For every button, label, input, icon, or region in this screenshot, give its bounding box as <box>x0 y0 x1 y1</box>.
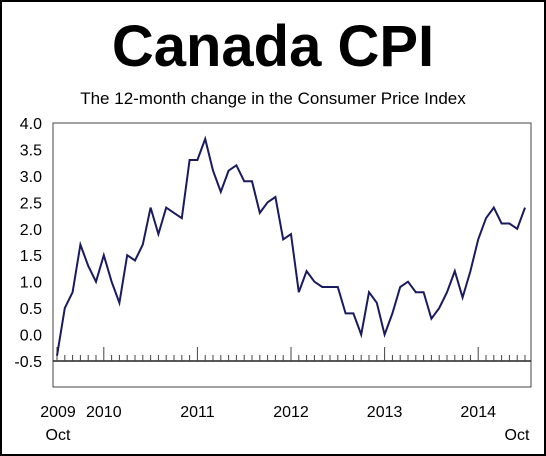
y-axis: 4.0 3.5 3.0 2.5 2.0 1.5 1.0 0.5 0.0 -0.5 <box>14 116 531 371</box>
x-tick-sublabel: Oct <box>505 427 530 444</box>
y-tick-label: 0.0 <box>20 328 42 345</box>
y-tick-label: 1.0 <box>20 275 42 292</box>
y-tick-label: 2.0 <box>20 222 42 239</box>
x-tick-label: 2012 <box>273 404 309 421</box>
y-tick-label: 4.0 <box>20 116 42 133</box>
plot-area-border <box>52 122 532 388</box>
y-tick-label: 1.5 <box>20 248 42 265</box>
x-tick-label: 2010 <box>86 404 122 421</box>
y-tick-label: 3.5 <box>20 142 42 159</box>
chart-title: Canada CPI <box>112 14 434 79</box>
x-tick-label: 2011 <box>180 404 215 421</box>
y-tick-label: 0.5 <box>20 301 42 318</box>
chart-subtitle: The 12-month change in the Consumer Pric… <box>80 89 466 108</box>
x-tick-label: 2014 <box>460 404 496 421</box>
y-tick-label: -0.5 <box>14 354 42 371</box>
series-line <box>56 135 526 356</box>
x-tick-sublabel: Oct <box>46 427 71 444</box>
y-tick-label: 3.0 <box>20 169 42 186</box>
x-tick-label: 2009 <box>40 404 76 421</box>
series-layer <box>56 135 526 356</box>
x-axis: 2009 Oct 2010 2011 2012 2013 2014 Oct <box>40 347 530 444</box>
y-tick-label: 2.5 <box>20 195 42 212</box>
x-tick-label: 2013 <box>367 404 403 421</box>
